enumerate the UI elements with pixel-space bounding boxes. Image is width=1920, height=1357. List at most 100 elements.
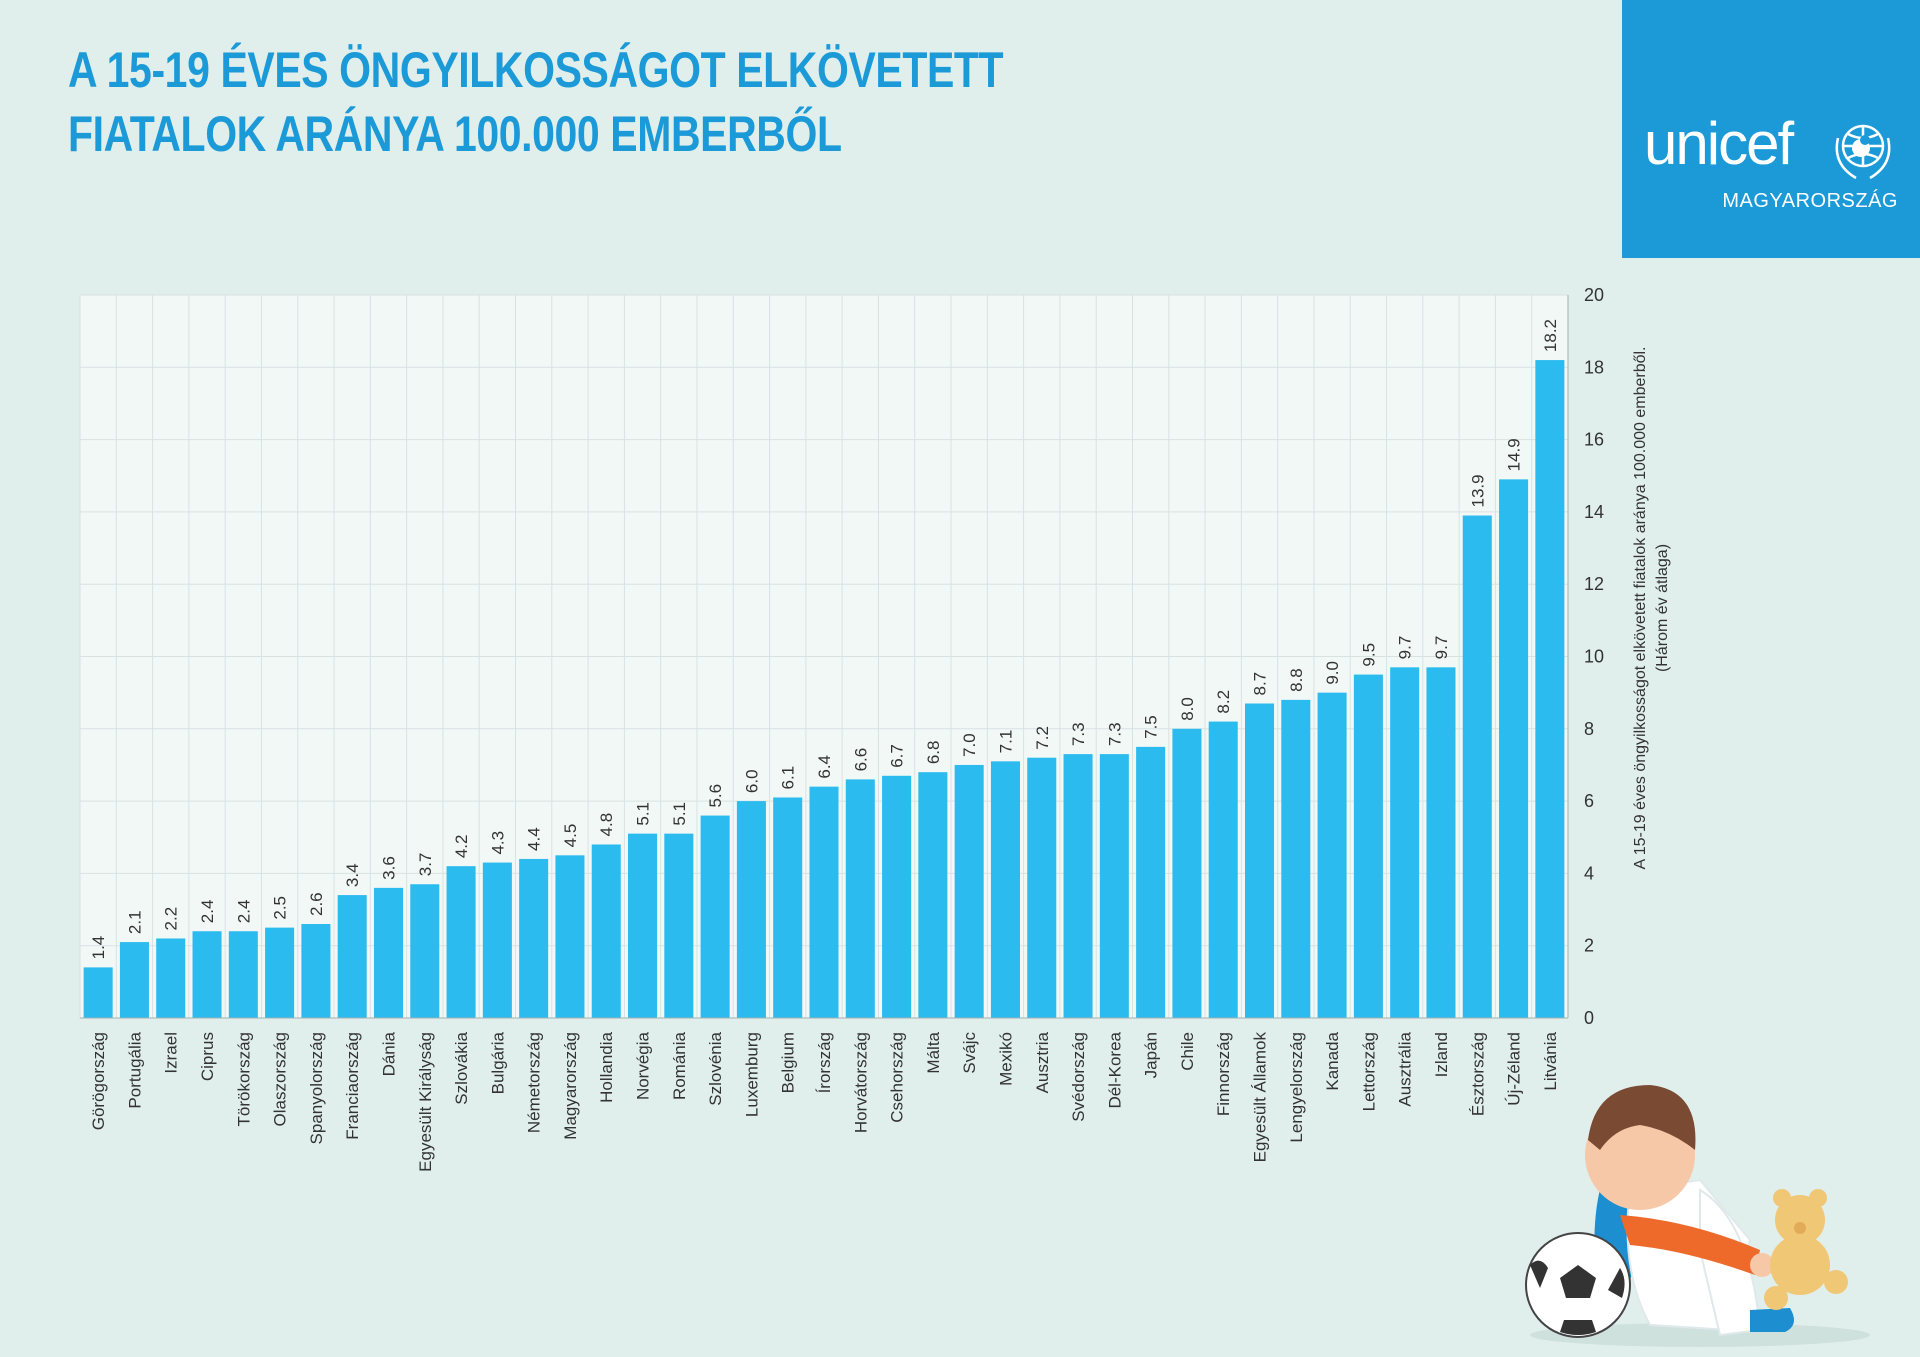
- bar-value-label: 6.0: [742, 769, 761, 793]
- x-tick-label: Dánia: [379, 1031, 398, 1076]
- x-tick-label: Izland: [1432, 1032, 1451, 1077]
- x-tick-label: Bulgária: [488, 1031, 507, 1094]
- bar: [736, 801, 766, 1018]
- bar: [1027, 757, 1057, 1018]
- bar-value-label: 7.3: [1069, 722, 1088, 746]
- x-tick-label: Belgium: [779, 1032, 798, 1093]
- bar: [1244, 703, 1275, 1018]
- bar-value-label: 9.7: [1396, 636, 1415, 660]
- x-tick-label: Horvátország: [851, 1032, 870, 1133]
- page-title: A 15-19 ÉVES ÖNGYILKOSSÁGOT ELKÖVETETT F…: [68, 38, 1004, 166]
- x-tick-label: Törökország: [234, 1032, 253, 1126]
- x-tick-label: Románia: [670, 1031, 689, 1100]
- x-tick-label: Szlovénia: [706, 1031, 725, 1105]
- bar-value-label: 1.4: [89, 936, 108, 960]
- y-axis-sublabel: (Három év átlaga): [1654, 544, 1671, 672]
- bar: [228, 931, 258, 1018]
- bar-value-label: 8.7: [1251, 672, 1270, 696]
- y-tick-label: 8: [1584, 719, 1594, 739]
- y-tick-label: 18: [1584, 357, 1604, 377]
- bar: [954, 764, 984, 1018]
- x-tick-label: Spanyolország: [307, 1032, 326, 1144]
- bar-value-label: 2.5: [271, 896, 290, 920]
- bar-value-label: 8.8: [1287, 668, 1306, 692]
- bar: [664, 833, 694, 1018]
- bar-value-label: 7.3: [1105, 722, 1124, 746]
- x-tick-label: Izrael: [162, 1032, 181, 1074]
- bar: [119, 942, 149, 1018]
- bar-value-label: 7.0: [960, 733, 979, 757]
- x-tick-label: Hollandia: [597, 1031, 616, 1102]
- x-tick-label: Svédország: [1069, 1032, 1088, 1122]
- bar-value-label: 6.8: [924, 741, 943, 765]
- bar-value-label: 3.6: [379, 856, 398, 880]
- x-tick-label: Új-Zéland: [1505, 1032, 1524, 1106]
- bar: [192, 931, 222, 1018]
- x-tick-label: Ausztria: [1033, 1031, 1052, 1093]
- logo-subtitle: MAGYARORSZÁG: [1722, 190, 1898, 212]
- x-tick-label: Lengyelország: [1287, 1032, 1306, 1143]
- y-tick-label: 10: [1584, 647, 1604, 667]
- bar: [990, 761, 1020, 1018]
- x-tick-label: Görögország: [89, 1032, 108, 1130]
- x-tick-label: Norvégia: [634, 1031, 653, 1100]
- bar-value-label: 5.1: [634, 802, 653, 826]
- bar: [1281, 699, 1311, 1018]
- bar: [1462, 515, 1492, 1018]
- bar: [628, 833, 658, 1018]
- unicef-emblem-icon: [1835, 124, 1891, 180]
- x-tick-label: Egyesült Államok: [1251, 1032, 1270, 1163]
- x-tick-label: Németország: [525, 1032, 544, 1133]
- x-tick-label: Franciaország: [343, 1032, 362, 1140]
- bar-value-label: 2.2: [162, 907, 181, 931]
- bar-value-label: 9.7: [1432, 636, 1451, 660]
- bar: [845, 779, 875, 1018]
- bar-value-label: 6.1: [779, 766, 798, 790]
- bar: [809, 786, 839, 1018]
- bar-value-label: 4.3: [488, 831, 507, 855]
- x-tick-label: Egyesült Királyság: [416, 1032, 435, 1172]
- bar: [83, 967, 113, 1018]
- x-tick-label: Kanada: [1323, 1031, 1342, 1090]
- bar-value-label: 2.6: [307, 892, 326, 916]
- x-tick-label: Írország: [815, 1032, 834, 1093]
- bar-value-label: 5.6: [706, 784, 725, 808]
- bar: [1317, 692, 1347, 1018]
- bar-value-label: 9.5: [1359, 643, 1378, 667]
- x-tick-label: Dél-Korea: [1105, 1031, 1124, 1108]
- bar: [1390, 667, 1420, 1018]
- x-tick-label: Portugália: [125, 1031, 144, 1108]
- bar-value-label: 8.0: [1178, 697, 1197, 721]
- bar-value-label: 4.2: [452, 835, 471, 859]
- bar-value-label: 6.6: [851, 748, 870, 772]
- bar: [1099, 754, 1129, 1018]
- x-tick-label: Olaszország: [271, 1032, 290, 1126]
- bar-value-label: 5.1: [670, 802, 689, 826]
- y-tick-label: 4: [1584, 863, 1594, 883]
- y-tick-label: 2: [1584, 936, 1594, 956]
- x-tick-label: Szlovákia: [452, 1031, 471, 1104]
- bar: [1535, 360, 1565, 1018]
- bar: [1353, 674, 1383, 1018]
- x-tick-label: Ausztrália: [1396, 1031, 1415, 1106]
- bar-value-label: 2.1: [125, 910, 144, 934]
- bar: [410, 884, 440, 1018]
- y-axis-label: A 15-19 éves öngyilkosságot elkövetett f…: [1632, 347, 1649, 870]
- y-tick-label: 12: [1584, 574, 1604, 594]
- x-tick-label: Lettország: [1359, 1032, 1378, 1111]
- bar-value-label: 3.7: [416, 853, 435, 877]
- y-tick-label: 6: [1584, 791, 1594, 811]
- bar-value-label: 4.5: [561, 824, 580, 848]
- y-tick-label: 14: [1584, 502, 1604, 522]
- bar: [1208, 721, 1238, 1018]
- bar-value-label: 4.8: [597, 813, 616, 837]
- bar-value-label: 7.1: [996, 730, 1015, 754]
- x-tick-label: Magyarország: [561, 1032, 580, 1140]
- x-tick-label: Svájc: [960, 1032, 979, 1074]
- x-tick-label: Mexikó: [996, 1032, 1015, 1086]
- x-tick-label: Észtország: [1468, 1032, 1487, 1116]
- logo-wordmark: unicef: [1644, 110, 1794, 177]
- bar-value-label: 6.7: [888, 744, 907, 768]
- bar-value-label: 2.4: [234, 900, 253, 924]
